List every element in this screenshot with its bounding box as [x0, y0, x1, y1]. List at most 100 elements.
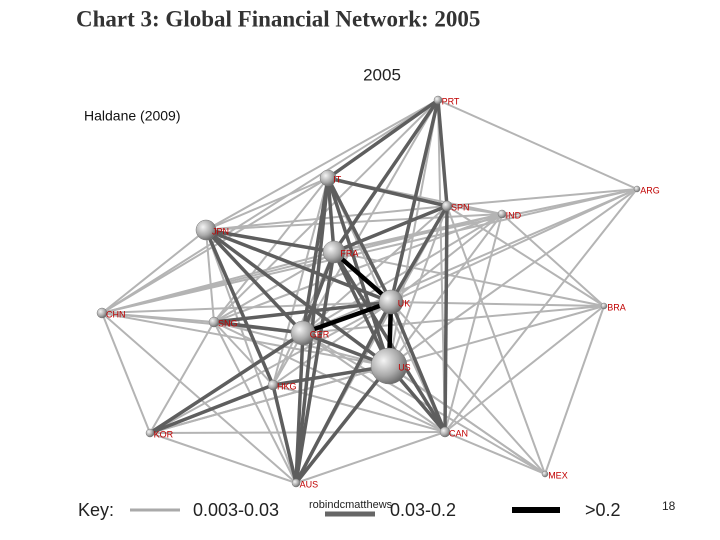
node	[290, 320, 316, 346]
slide-title: Chart 3: Global Financial Network: 2005	[76, 6, 480, 31]
edge-medium	[389, 205, 449, 303]
edge-light	[444, 188, 638, 433]
node-label: GER	[310, 329, 330, 339]
node-label: ARG	[640, 185, 660, 195]
node	[291, 478, 301, 488]
node	[370, 347, 408, 385]
node	[541, 470, 549, 478]
node	[633, 185, 641, 193]
edge-light	[149, 301, 392, 434]
edge-light	[390, 301, 605, 307]
key-item: 0.03-0.2	[390, 500, 456, 520]
edge-light	[149, 432, 297, 484]
edge-medium	[205, 228, 392, 304]
edge-light	[444, 431, 546, 475]
edge-medium	[332, 251, 391, 367]
node-label: AUS	[300, 479, 319, 489]
edge-light	[446, 205, 605, 307]
edge-light	[101, 177, 329, 314]
node	[497, 209, 507, 219]
figure-year: 2005	[363, 65, 401, 84]
edge-light	[149, 321, 215, 434]
edge-light	[446, 205, 546, 475]
edges	[101, 98, 638, 485]
edge-light	[101, 312, 390, 367]
edge-light	[149, 365, 390, 434]
edge-medium	[213, 320, 304, 335]
node	[195, 219, 217, 241]
node	[600, 302, 608, 310]
edge-light	[213, 177, 329, 323]
edge-light	[205, 99, 439, 231]
edge-light	[302, 213, 503, 334]
edge-medium	[204, 228, 391, 368]
node-label: IND	[506, 210, 522, 220]
node	[433, 95, 443, 105]
edge-light	[444, 213, 503, 433]
node-label: CHN	[106, 309, 126, 319]
edge-light	[101, 251, 335, 314]
edge-light	[205, 205, 448, 231]
edge-light	[388, 205, 448, 367]
key-item: >0.2	[585, 500, 621, 520]
node	[208, 316, 220, 328]
edge-light	[101, 312, 151, 434]
node-label: HKG	[277, 381, 297, 391]
figure-source: Haldane (2009)	[84, 108, 181, 124]
node-label: PRT	[442, 96, 460, 106]
key-item: 0.003-0.03	[193, 500, 279, 520]
edge-light	[205, 229, 215, 323]
edge-light	[388, 188, 638, 367]
node	[322, 240, 346, 264]
edge-heavy	[302, 299, 392, 336]
nodes: PRT IT SPN IND ARG JPN FRA UK BRA CHN SNG GER US HKG K…	[96, 95, 660, 489]
edge-light	[205, 177, 329, 231]
edge-medium	[326, 177, 336, 253]
node-label: IT	[333, 174, 342, 184]
edge-medium	[205, 228, 335, 254]
edge-light	[390, 301, 546, 475]
edge-medium	[294, 301, 393, 484]
edge-light	[213, 321, 274, 386]
edge-light	[272, 177, 329, 386]
edge-light	[501, 213, 605, 307]
edge-light	[205, 229, 297, 484]
edge-light	[302, 188, 638, 334]
edge-medium	[436, 99, 449, 207]
edge-light	[388, 305, 605, 367]
edge-medium	[294, 251, 336, 484]
node	[319, 169, 337, 187]
node-label: SPN	[451, 202, 470, 212]
edge-light	[302, 332, 546, 475]
key-title: Key:	[78, 500, 114, 520]
edge-medium	[204, 228, 305, 335]
edge-light	[446, 205, 503, 215]
edge-medium	[301, 251, 336, 334]
node	[96, 307, 108, 319]
edge-light	[101, 99, 439, 314]
edge-medium	[326, 98, 440, 180]
node-label: SNG	[218, 318, 238, 328]
node	[378, 289, 404, 315]
edge-medium	[272, 364, 390, 387]
edge-light	[544, 305, 605, 475]
edge-medium	[333, 204, 448, 254]
node-label: JPN	[212, 226, 229, 236]
edge-medium	[294, 332, 305, 484]
edge-medium	[389, 99, 440, 303]
edge-light	[446, 188, 638, 207]
edge-light	[295, 431, 446, 484]
node	[439, 426, 451, 438]
node	[267, 379, 279, 391]
node-label: FRA	[340, 248, 358, 258]
edge-medium	[149, 331, 304, 435]
edge-medium	[149, 383, 274, 435]
edge-medium	[271, 384, 298, 484]
node	[145, 428, 155, 438]
edge-light	[390, 188, 638, 303]
edge-light	[302, 305, 605, 334]
node-label: UK	[398, 298, 411, 308]
edge-medium	[443, 205, 449, 433]
node-label: MEX	[548, 470, 568, 480]
